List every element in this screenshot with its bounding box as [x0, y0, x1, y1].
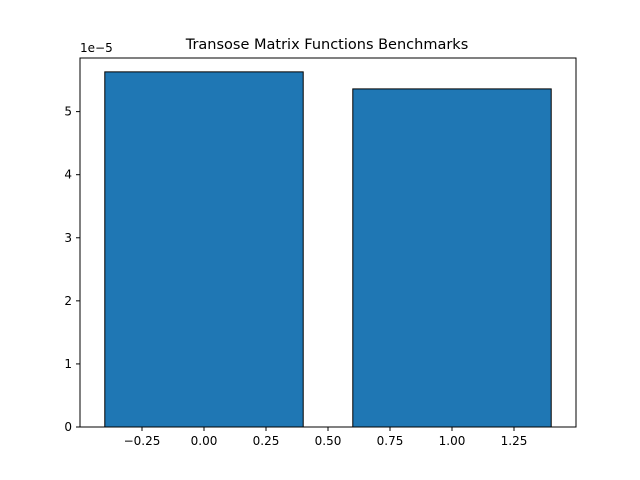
y-tick-label: 5	[64, 105, 72, 119]
y-axis-scale-label: 1e−5	[80, 41, 113, 55]
y-tick-label: 3	[64, 231, 72, 245]
y-tick-label: 0	[64, 420, 72, 434]
y-tick-label: 1	[64, 357, 72, 371]
bars-layer	[104, 71, 552, 428]
x-tick-label: 1.00	[439, 434, 466, 448]
x-tick-label: 0.25	[253, 434, 280, 448]
bar-0	[104, 71, 304, 428]
bar-1	[352, 88, 552, 428]
axes-layer: −0.25 0.00 0.25 0.50 0.75 1.00 1.25 0 1 2 3 4 5	[64, 57, 577, 448]
x-tick-label: 0.50	[315, 434, 342, 448]
chart-title: Transose Matrix Functions Benchmarks	[185, 37, 469, 53]
x-tick-label: 0.75	[377, 434, 404, 448]
x-tick-label: −0.25	[124, 434, 161, 448]
x-tick-label: 1.25	[501, 434, 528, 448]
y-tick-label: 4	[64, 168, 72, 182]
y-tick-label: 2	[64, 294, 72, 308]
x-tick-label: 0.00	[191, 434, 218, 448]
